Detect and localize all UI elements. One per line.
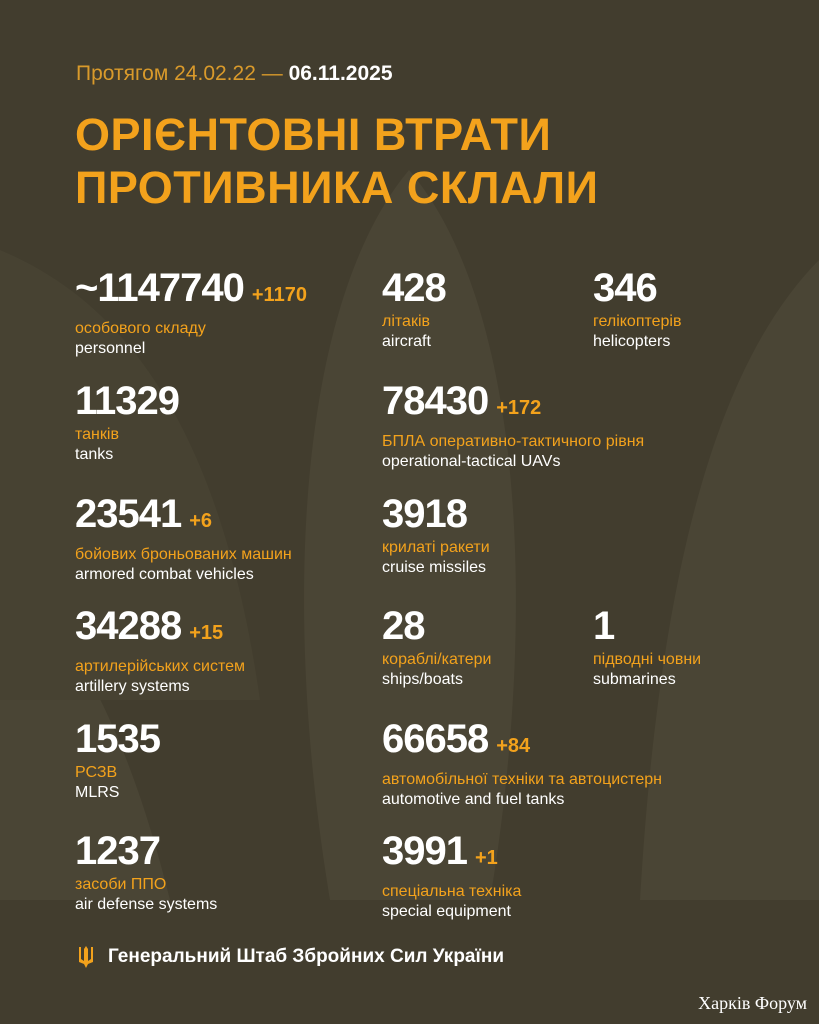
stat-value: 1535: [75, 717, 161, 761]
stat-number: 34288: [75, 604, 182, 648]
stat-label-en: tanks: [75, 446, 114, 463]
stat-label-en: MLRS: [75, 784, 120, 801]
stat-value: 3918: [382, 492, 490, 536]
footer-text: Генеральний Штаб Збройних Сил України: [108, 946, 504, 967]
stat-item: 28 кораблі/катери ships/boats: [382, 604, 491, 690]
stat-label-en: special equipment: [382, 903, 511, 920]
stat-label-ua: БПЛА оперативно-тактичного рівня: [382, 433, 645, 450]
stat-label-ua: бойових броньованих машин: [75, 546, 292, 563]
stat-value: 34288 +15: [75, 604, 245, 655]
stat-item: 34288 +15 артилерійських систем artillery…: [75, 604, 245, 697]
stat-label-en: submarines: [593, 671, 676, 688]
stat-label-ua: танків: [75, 426, 119, 443]
stat-value: ~1147740 +1170: [75, 266, 307, 317]
stat-value: 78430 +172: [382, 379, 644, 430]
stat-number: 428: [382, 266, 447, 310]
stat-number: 1237: [75, 829, 161, 873]
stat-number: 1: [593, 604, 615, 648]
stat-label-en: aircraft: [382, 333, 431, 350]
stat-delta: +84: [496, 735, 531, 757]
stat-number: 66658: [382, 717, 489, 761]
stat-number: 11329: [75, 379, 180, 423]
stat-label-en: ships/boats: [382, 671, 463, 688]
period: Протягом 24.02.22 — 06.11.2025: [76, 62, 393, 86]
stat-number: 28: [382, 604, 425, 648]
stat-delta: +1: [474, 847, 498, 869]
stat-value: 66658 +84: [382, 717, 662, 768]
stat-number: 3991: [382, 829, 468, 873]
stat-value: 23541 +6: [75, 492, 292, 543]
period-end-date: 06.11.2025: [288, 62, 393, 85]
stat-number: ~1147740: [75, 266, 245, 310]
stat-item: 1 підводні човни submarines: [593, 604, 701, 690]
trident-icon: [79, 946, 93, 968]
stat-value: 11329: [75, 379, 180, 423]
stat-label-ua: кораблі/катери: [382, 651, 492, 668]
stat-number: 1535: [75, 717, 161, 761]
stat-item: 23541 +6 бойових броньованих машин armore…: [75, 492, 292, 585]
stat-value: 3991 +1: [382, 829, 521, 880]
watermark: Харків Форум: [698, 993, 807, 1013]
stat-label-ua: засоби ППО: [75, 876, 167, 893]
stat-item: 428 літаків aircraft: [382, 266, 447, 352]
stat-delta: +15: [189, 622, 224, 644]
stat-item: 78430 +172 БПЛА оперативно-тактичного рів…: [382, 379, 644, 472]
title-line-1: ОРІЄНТОВНІ ВТРАТИ: [75, 109, 552, 160]
stat-label-en: cruise missiles: [382, 559, 487, 576]
stat-label-ua: РСЗВ: [75, 764, 118, 781]
footer: Генеральний Штаб Збройних Сил України: [78, 945, 504, 969]
stat-item: 3918 крилаті ракети cruise missiles: [382, 492, 490, 578]
stat-item: 11329 танків tanks: [75, 379, 180, 465]
stat-label-ua: спеціальна техніка: [382, 883, 522, 900]
period-prefix: Протягом 24.02.22 —: [76, 62, 283, 85]
stat-value: 28: [382, 604, 491, 648]
stat-label-en: air defense systems: [75, 896, 218, 913]
stat-label-ua: гелікоптерів: [593, 313, 682, 330]
stat-item: 3991 +1 спеціальна техніка special equipm…: [382, 829, 521, 922]
title-line-2: ПРОТИВНИКА СКЛАЛИ: [75, 162, 599, 213]
stat-label-en: helicopters: [593, 333, 671, 350]
stat-label-en: operational-tactical UAVs: [382, 453, 561, 470]
page-title: ОРІЄНТОВНІ ВТРАТИ ПРОТИВНИКА СКЛАЛИ: [75, 108, 598, 214]
stat-item: ~1147740 +1170 особового складу personnel: [75, 266, 307, 359]
stat-value: 346: [593, 266, 681, 310]
stat-value: 1: [593, 604, 701, 648]
stat-label-en: automotive and fuel tanks: [382, 791, 565, 808]
stat-number: 3918: [382, 492, 468, 536]
stat-value: 428: [382, 266, 447, 310]
stat-label-ua: автомобільної техніки та автоцистерн: [382, 771, 662, 788]
stat-delta: +6: [189, 510, 213, 532]
stat-label-ua: особового складу: [75, 320, 206, 337]
stat-label-ua: підводні човни: [593, 651, 702, 668]
stat-delta: +1170: [251, 284, 307, 306]
stat-label-ua: літаків: [382, 313, 430, 330]
stat-number: 23541: [75, 492, 182, 536]
stat-label-en: personnel: [75, 340, 146, 357]
stat-delta: +172: [496, 397, 542, 419]
stat-item: 346 гелікоптерів helicopters: [593, 266, 681, 352]
stat-number: 346: [593, 266, 658, 310]
stat-value: 1237: [75, 829, 217, 873]
stat-number: 78430: [382, 379, 489, 423]
stat-item: 1535 РСЗВ MLRS: [75, 717, 161, 803]
stat-label-ua: артилерійських систем: [75, 658, 246, 675]
stat-item: 1237 засоби ППО air defense systems: [75, 829, 217, 915]
stat-label-ua: крилаті ракети: [382, 539, 490, 556]
stat-label-en: armored combat vehicles: [75, 566, 254, 583]
stat-label-en: artillery systems: [75, 678, 190, 695]
stat-item: 66658 +84 автомобільної техніки та автоци…: [382, 717, 662, 810]
